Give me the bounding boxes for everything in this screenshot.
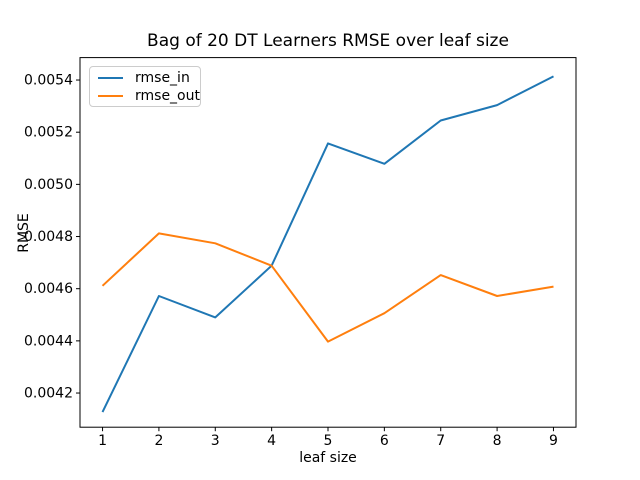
- legend-label-rmse-in: rmse_in: [135, 70, 190, 86]
- x-tick-label: 5: [324, 433, 333, 449]
- legend: rmse_in rmse_out: [89, 66, 201, 107]
- legend-item-rmse-out: rmse_out: [98, 87, 200, 105]
- legend-line-swatch-rmse-out: [98, 95, 123, 97]
- x-tick-label: 7: [436, 433, 445, 449]
- x-tick-label: 6: [380, 433, 389, 449]
- series-line-rmse_out: [101, 232, 554, 343]
- x-tick-label: 9: [549, 433, 558, 449]
- series-line-rmse_in: [101, 75, 554, 413]
- y-axis-label: RMSE: [16, 213, 32, 253]
- y-tick-label: 0.0052: [24, 125, 73, 141]
- y-tick-label: 0.0054: [24, 73, 73, 89]
- axes-frame: [79, 57, 577, 428]
- y-tick-label: 0.0048: [24, 229, 73, 245]
- legend-label-rmse-out: rmse_out: [135, 88, 200, 104]
- x-axis-label: leaf size: [299, 450, 357, 466]
- x-tick-label: 4: [267, 433, 276, 449]
- x-tick-label: 3: [211, 433, 220, 449]
- x-tick-label: 2: [154, 433, 163, 449]
- y-tick-label: 0.0044: [24, 333, 73, 349]
- y-tick-label: 0.0050: [24, 177, 73, 193]
- legend-item-rmse-in: rmse_in: [98, 69, 200, 87]
- y-tick-label: 0.0042: [24, 386, 73, 402]
- chart-title: Bag of 20 DT Learners RMSE over leaf siz…: [147, 31, 509, 51]
- x-tick-label: 1: [98, 433, 107, 449]
- x-tick-label: 8: [493, 433, 502, 449]
- legend-line-swatch-rmse-in: [98, 77, 123, 79]
- y-tick-label: 0.0046: [24, 281, 73, 297]
